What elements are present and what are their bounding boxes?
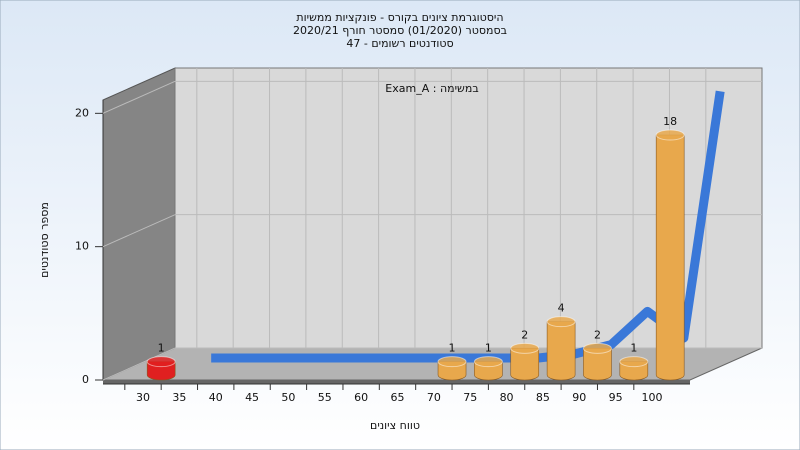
grid-line	[102, 347, 176, 381]
y-tick-label: 0	[82, 373, 89, 386]
x-tick-label: 80	[500, 391, 514, 404]
bar	[546, 321, 576, 381]
x-axis-label: טווח ציונים	[370, 419, 420, 432]
curve	[211, 90, 725, 363]
x-tick-label: 45	[245, 391, 259, 404]
bar	[510, 348, 540, 381]
x-tick-label: 40	[209, 391, 223, 404]
x-tick-label: 85	[536, 391, 550, 404]
x-tick-label: 60	[354, 391, 368, 404]
x-tick-label: 35	[172, 391, 186, 404]
data-label: 1	[485, 342, 492, 355]
floor-front	[103, 380, 690, 384]
x-tick-label: 65	[391, 391, 405, 404]
data-label: 1	[449, 342, 456, 355]
bar-top	[510, 342, 540, 354]
annotation: Exam_A : במשימה	[385, 82, 478, 95]
data-label: 2	[521, 328, 528, 341]
data-label: 2	[594, 328, 601, 341]
y-tick-label: 10	[75, 240, 89, 253]
bar	[655, 134, 685, 381]
data-label: 1	[158, 342, 165, 355]
left-wall	[102, 67, 176, 381]
bar-top	[582, 342, 612, 354]
bar-top	[546, 316, 576, 328]
data-label: 18	[663, 115, 677, 128]
grid-line	[102, 214, 176, 248]
x-tick-label: 50	[281, 391, 295, 404]
bar-top	[619, 356, 649, 368]
x-tick-label: 95	[609, 391, 623, 404]
bar-top	[437, 356, 467, 368]
title-line: היסטוגרמת ציונים בקורס - פונקציות ממשיות	[296, 11, 503, 24]
data-label: 1	[630, 342, 637, 355]
title-line: סטודנטים רשומים - 47	[346, 37, 453, 50]
data-label: 4	[558, 302, 565, 315]
title-line: בסמסטר (01/2020) סמסטר חורף 2020/21	[293, 24, 507, 37]
x-tick-label: 70	[427, 391, 441, 404]
y-axis-label: מספר סטודנטים	[38, 202, 51, 278]
x-tick-label: 100	[642, 391, 663, 404]
x-tick-label: 75	[463, 391, 477, 404]
grid-line	[102, 80, 176, 114]
x-tick-label: 55	[318, 391, 332, 404]
x-tick-label: 30	[136, 391, 150, 404]
bar-top	[655, 129, 685, 141]
bar-top	[473, 356, 503, 368]
y-tick-label: 20	[75, 106, 89, 119]
bar-top	[146, 356, 176, 368]
x-tick-label: 90	[572, 391, 586, 404]
bar	[583, 348, 612, 381]
